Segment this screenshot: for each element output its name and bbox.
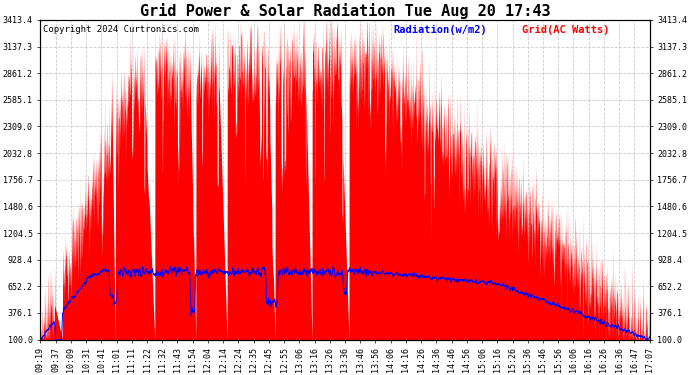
Text: Grid(AC Watts): Grid(AC Watts) <box>522 25 609 35</box>
Title: Grid Power & Solar Radiation Tue Aug 20 17:43: Grid Power & Solar Radiation Tue Aug 20 … <box>139 3 551 19</box>
Text: Radiation(w/m2): Radiation(w/m2) <box>394 25 487 35</box>
Text: Copyright 2024 Curtronics.com: Copyright 2024 Curtronics.com <box>43 25 199 34</box>
